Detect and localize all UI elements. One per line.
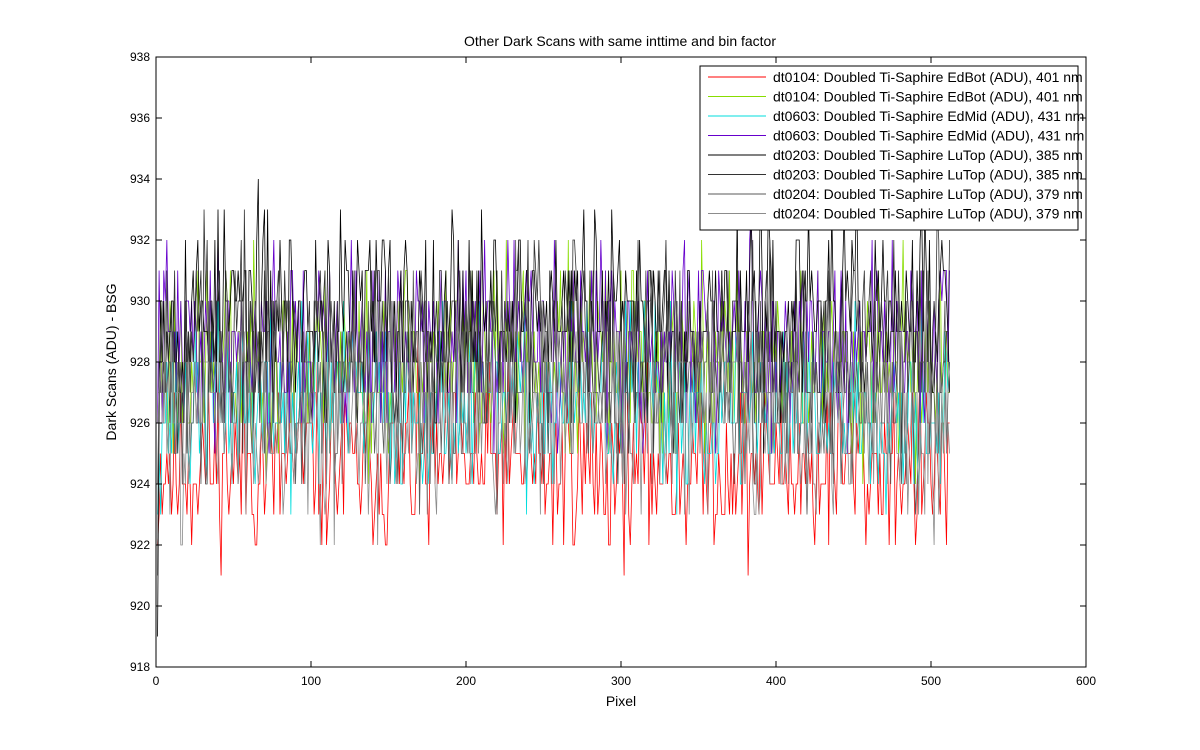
x-tick-label: 100 — [301, 674, 321, 688]
x-tick-label: 600 — [1076, 674, 1096, 688]
series-line-8 — [157, 300, 950, 546]
ticks-layer: 0 100 200 300 400 500 600 918 920 922 924 926 928 930… — [130, 50, 1096, 688]
y-axis-title: Dark Scans (ADU) - BSG — [103, 283, 119, 440]
series-line-6 — [157, 209, 950, 576]
x-tick-label: 0 — [153, 674, 160, 688]
y-tick-label: 934 — [130, 172, 150, 186]
y-tick-label: 938 — [130, 50, 150, 64]
y-tick-label: 930 — [130, 294, 150, 308]
legend-box — [699, 65, 1079, 231]
legend-entry: dt0104: Doubled Ti-Saphire EdBot (ADU), … — [773, 89, 1083, 105]
series-line-7 — [157, 239, 950, 515]
y-tick-label: 922 — [130, 538, 150, 552]
chart-title: Other Dark Scans with same inttime and b… — [464, 33, 776, 49]
y-tick-label: 928 — [130, 355, 150, 369]
x-axis-title: Pixel — [606, 693, 636, 709]
legend-entry: dt0104: Doubled Ti-Saphire EdBot (ADU), … — [773, 69, 1083, 85]
y-tick-label: 920 — [130, 599, 150, 613]
x-tick-label: 500 — [921, 674, 941, 688]
x-tick-label: 400 — [766, 674, 786, 688]
y-tick-label: 932 — [130, 233, 150, 247]
y-tick-label: 926 — [130, 416, 150, 430]
series-layer — [157, 178, 950, 637]
x-tick-label: 300 — [611, 674, 631, 688]
legend-entry: dt0204: Doubled Ti-Saphire LuTop (ADU), … — [773, 186, 1083, 202]
y-tick-label: 936 — [130, 111, 150, 125]
y-tick-label: 924 — [130, 477, 150, 491]
series-line-5 — [157, 178, 950, 637]
x-tick-label: 200 — [456, 674, 476, 688]
legend: dt0104: Doubled Ti-Saphire EdBot (ADU), … — [699, 65, 1084, 231]
y-tick-label: 918 — [130, 660, 150, 674]
legend-entry: dt0603: Doubled Ti-Saphire EdMid (ADU), … — [773, 108, 1084, 124]
legend-entry: dt0203: Doubled Ti-Saphire LuTop (ADU), … — [773, 167, 1083, 183]
legend-entry: dt0204: Doubled Ti-Saphire LuTop (ADU), … — [773, 206, 1083, 222]
legend-entry: dt0603: Doubled Ti-Saphire EdMid (ADU), … — [773, 128, 1084, 144]
legend-entry: dt0203: Doubled Ti-Saphire LuTop (ADU), … — [773, 147, 1083, 163]
